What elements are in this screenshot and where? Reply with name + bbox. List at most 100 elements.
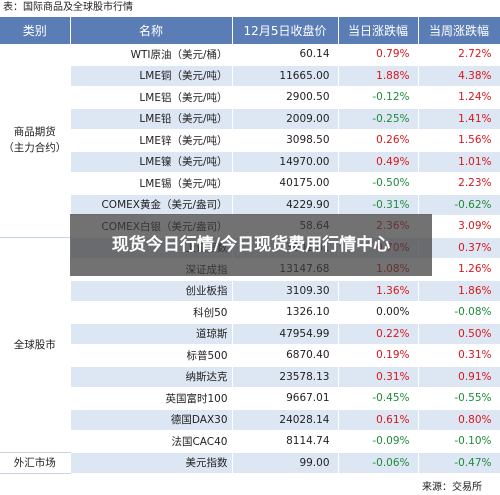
change-cell: 0.26%	[338, 129, 419, 152]
change-cell: 0.19%	[338, 344, 419, 367]
table-row: COMEX黄金（美元/盎司） 4229.90 -0.31% -0.62%	[0, 194, 500, 216]
change-cell: 2.72%	[418, 44, 500, 66]
price-cell: 14970.00	[232, 151, 339, 173]
caption: 表：国际商品及全球股市行情	[3, 2, 133, 13]
name-cell: 道琼斯	[70, 323, 233, 345]
name-cell: LME铜（美元/吨）	[70, 65, 233, 87]
header-cell: 当日涨跌幅	[338, 17, 419, 44]
table-row: 外汇市场 美元指数 99.00 -0.06% -0.47%	[0, 452, 500, 474]
price-cell: 24028.14	[232, 409, 339, 431]
price-cell: 40175.00	[232, 172, 339, 195]
category-cell: 商品期货 （主力合约）	[0, 44, 71, 238]
price-cell: 1326.10	[232, 301, 339, 324]
change-cell: -0.47%	[418, 452, 500, 474]
change-cell: 1.88%	[338, 65, 419, 87]
header-row: 类别 名称 12月5日收盘价 当日涨跌幅 当周涨跌幅	[0, 17, 500, 44]
change-cell: 0.79%	[338, 44, 419, 66]
header-cell: 当周涨跌幅	[418, 17, 500, 44]
price-cell: 9667.01	[232, 387, 339, 410]
change-cell: -0.50%	[338, 172, 419, 195]
header-cell: 12月5日收盘价	[232, 17, 339, 44]
change-cell: 4.38%	[418, 65, 500, 87]
change-cell: 0.31%	[418, 344, 500, 367]
change-cell: 0.37%	[418, 237, 500, 259]
name-cell: 美元指数	[70, 452, 233, 474]
price-cell: 2009.00	[232, 108, 339, 130]
change-cell: -0.45%	[338, 387, 419, 410]
table-row: LME铝（美元/吨） 2900.50 -0.12% 1.24%	[0, 86, 500, 109]
change-cell: -0.08%	[418, 301, 500, 324]
table-row: 商品期货 （主力合约） WTI原油（美元/桶） 60.14 0.79% 2.72%	[0, 44, 500, 238]
price-cell: 60.14	[232, 44, 339, 66]
name-cell: 标普500	[70, 344, 233, 367]
name-cell: 英国富时100	[70, 387, 233, 410]
change-cell: -0.31%	[338, 194, 419, 216]
change-cell: -0.09%	[338, 430, 419, 453]
header-cell: 名称	[70, 17, 233, 44]
table-row: 德国DAX30 24028.14 0.61% 0.80%	[0, 409, 500, 431]
change-cell: 1.24%	[418, 86, 500, 109]
change-cell: 2.23%	[418, 172, 500, 195]
price-cell: 11665.00	[232, 65, 339, 87]
change-cell: 1.26%	[418, 258, 500, 281]
price-cell: 4229.90	[232, 194, 339, 216]
name-cell: LME铝（美元/吨）	[70, 86, 233, 109]
change-cell: 3.09%	[418, 215, 500, 238]
table-body: 商品期货 （主力合约） WTI原油（美元/桶） 60.14 0.79% 2.72% LME…	[0, 44, 500, 474]
name-cell: LME锡（美元/吨）	[70, 172, 233, 195]
change-cell: -0.12%	[338, 86, 419, 109]
source: 来源：交易所	[422, 482, 482, 493]
category-cell: 外汇市场	[0, 452, 71, 474]
table-row: 道琼斯 47954.99 0.22% 0.50%	[0, 323, 500, 345]
watermark-overlay: 现货今日行情/今日现货费用行情中心	[70, 214, 432, 276]
table-row: LME铜（美元/吨） 11665.00 1.88% 4.38%	[0, 65, 500, 87]
name-cell: 法国CAC40	[70, 430, 233, 453]
change-cell: 0.00%	[338, 301, 419, 324]
change-cell: -0.55%	[418, 387, 500, 410]
table-row: LME铅（美元/吨） 2009.00 -0.25% 1.41%	[0, 108, 500, 130]
price-cell: 23578.13	[232, 366, 339, 388]
name-cell: LME铅（美元/吨）	[70, 108, 233, 130]
change-cell: 1.56%	[418, 129, 500, 152]
name-cell: 纳斯达克	[70, 366, 233, 388]
table-row: 标普500 6870.40 0.19% 0.31%	[0, 344, 500, 367]
market-table: 类别 名称 12月5日收盘价 当日涨跌幅 当周涨跌幅 商品期货 （主力合约） WTI原油（…	[0, 17, 500, 474]
table-row: 英国富时100 9667.01 -0.45% -0.55%	[0, 387, 500, 410]
price-cell: 3098.50	[232, 129, 339, 152]
name-cell: 科创50	[70, 301, 233, 324]
change-cell: 1.01%	[418, 151, 500, 173]
change-cell: 0.61%	[338, 409, 419, 431]
name-cell: COMEX黄金（美元/盎司）	[70, 194, 233, 216]
table-row: 科创50 1326.10 0.00% -0.08%	[0, 301, 500, 324]
change-cell: 1.36%	[338, 280, 419, 302]
change-cell: -0.25%	[338, 108, 419, 130]
change-cell: 0.31%	[338, 366, 419, 388]
change-cell: -0.10%	[418, 430, 500, 453]
price-cell: 8114.74	[232, 430, 339, 453]
table-row: LME镍（美元/吨） 14970.00 0.49% 1.01%	[0, 151, 500, 173]
table-row: 法国CAC40 8114.74 -0.09% -0.10%	[0, 430, 500, 453]
change-cell: -0.06%	[338, 452, 419, 474]
change-cell: 0.80%	[418, 409, 500, 431]
header-cell: 类别	[0, 17, 71, 44]
name-cell: 德国DAX30	[70, 409, 233, 431]
name-cell: LME镍（美元/吨）	[70, 151, 233, 173]
name-cell: LME锌（美元/吨）	[70, 129, 233, 152]
name-cell: WTI原油（美元/桶）	[70, 44, 233, 66]
price-cell: 47954.99	[232, 323, 339, 345]
change-cell: 1.86%	[418, 280, 500, 302]
price-cell: 6870.40	[232, 344, 339, 367]
change-cell: 0.49%	[338, 151, 419, 173]
category-cell: 全球股市	[0, 237, 71, 453]
table-row: 创业板指 3109.30 1.36% 1.86%	[0, 280, 500, 302]
name-cell: 创业板指	[70, 280, 233, 302]
table-row: 纳斯达克 23578.13 0.31% 0.91%	[0, 366, 500, 388]
change-cell: 0.50%	[418, 323, 500, 345]
change-cell: -0.62%	[418, 194, 500, 216]
change-cell: 1.41%	[418, 108, 500, 130]
price-cell: 2900.50	[232, 86, 339, 109]
change-cell: 0.91%	[418, 366, 500, 388]
table-row: LME锡（美元/吨） 40175.00 -0.50% 2.23%	[0, 172, 500, 195]
price-cell: 99.00	[232, 452, 339, 474]
